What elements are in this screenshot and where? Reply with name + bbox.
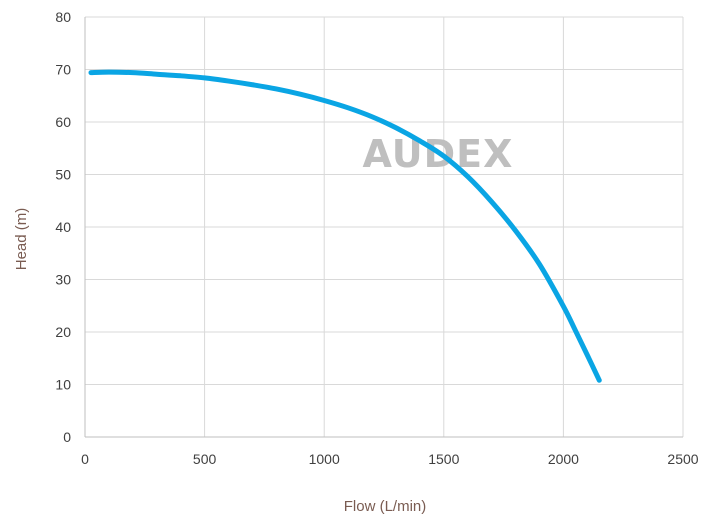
y-tick-label: 70: [55, 62, 71, 78]
x-tick-label: 1000: [309, 451, 340, 467]
y-tick-label: 0: [63, 429, 71, 445]
y-tick-labels: 0 10 20 30 40 50 60 70 80: [55, 9, 71, 445]
x-tick-label: 2500: [667, 451, 698, 467]
y-tick-label: 10: [55, 377, 71, 393]
x-tick-labels: 0 500 1000 1500 2000 2500: [81, 451, 699, 467]
y-tick-label: 60: [55, 114, 71, 130]
grid-lines: [85, 16, 684, 437]
x-tick-label: 2000: [548, 451, 579, 467]
x-axis-title: Flow (L/min): [344, 498, 427, 515]
y-tick-label: 80: [55, 9, 71, 25]
axes: [84, 17, 683, 438]
y-axis-title: Head (m): [13, 208, 30, 271]
y-tick-label: 40: [55, 219, 71, 235]
y-tick-label: 30: [55, 272, 71, 288]
x-tick-label: 0: [81, 451, 89, 467]
head-flow-curve: [88, 69, 602, 383]
x-tick-label: 1500: [428, 451, 459, 467]
y-tick-label: 20: [55, 324, 71, 340]
series-layer: [88, 69, 602, 383]
y-tick-label: 50: [55, 167, 71, 183]
x-tick-label: 500: [193, 451, 217, 467]
